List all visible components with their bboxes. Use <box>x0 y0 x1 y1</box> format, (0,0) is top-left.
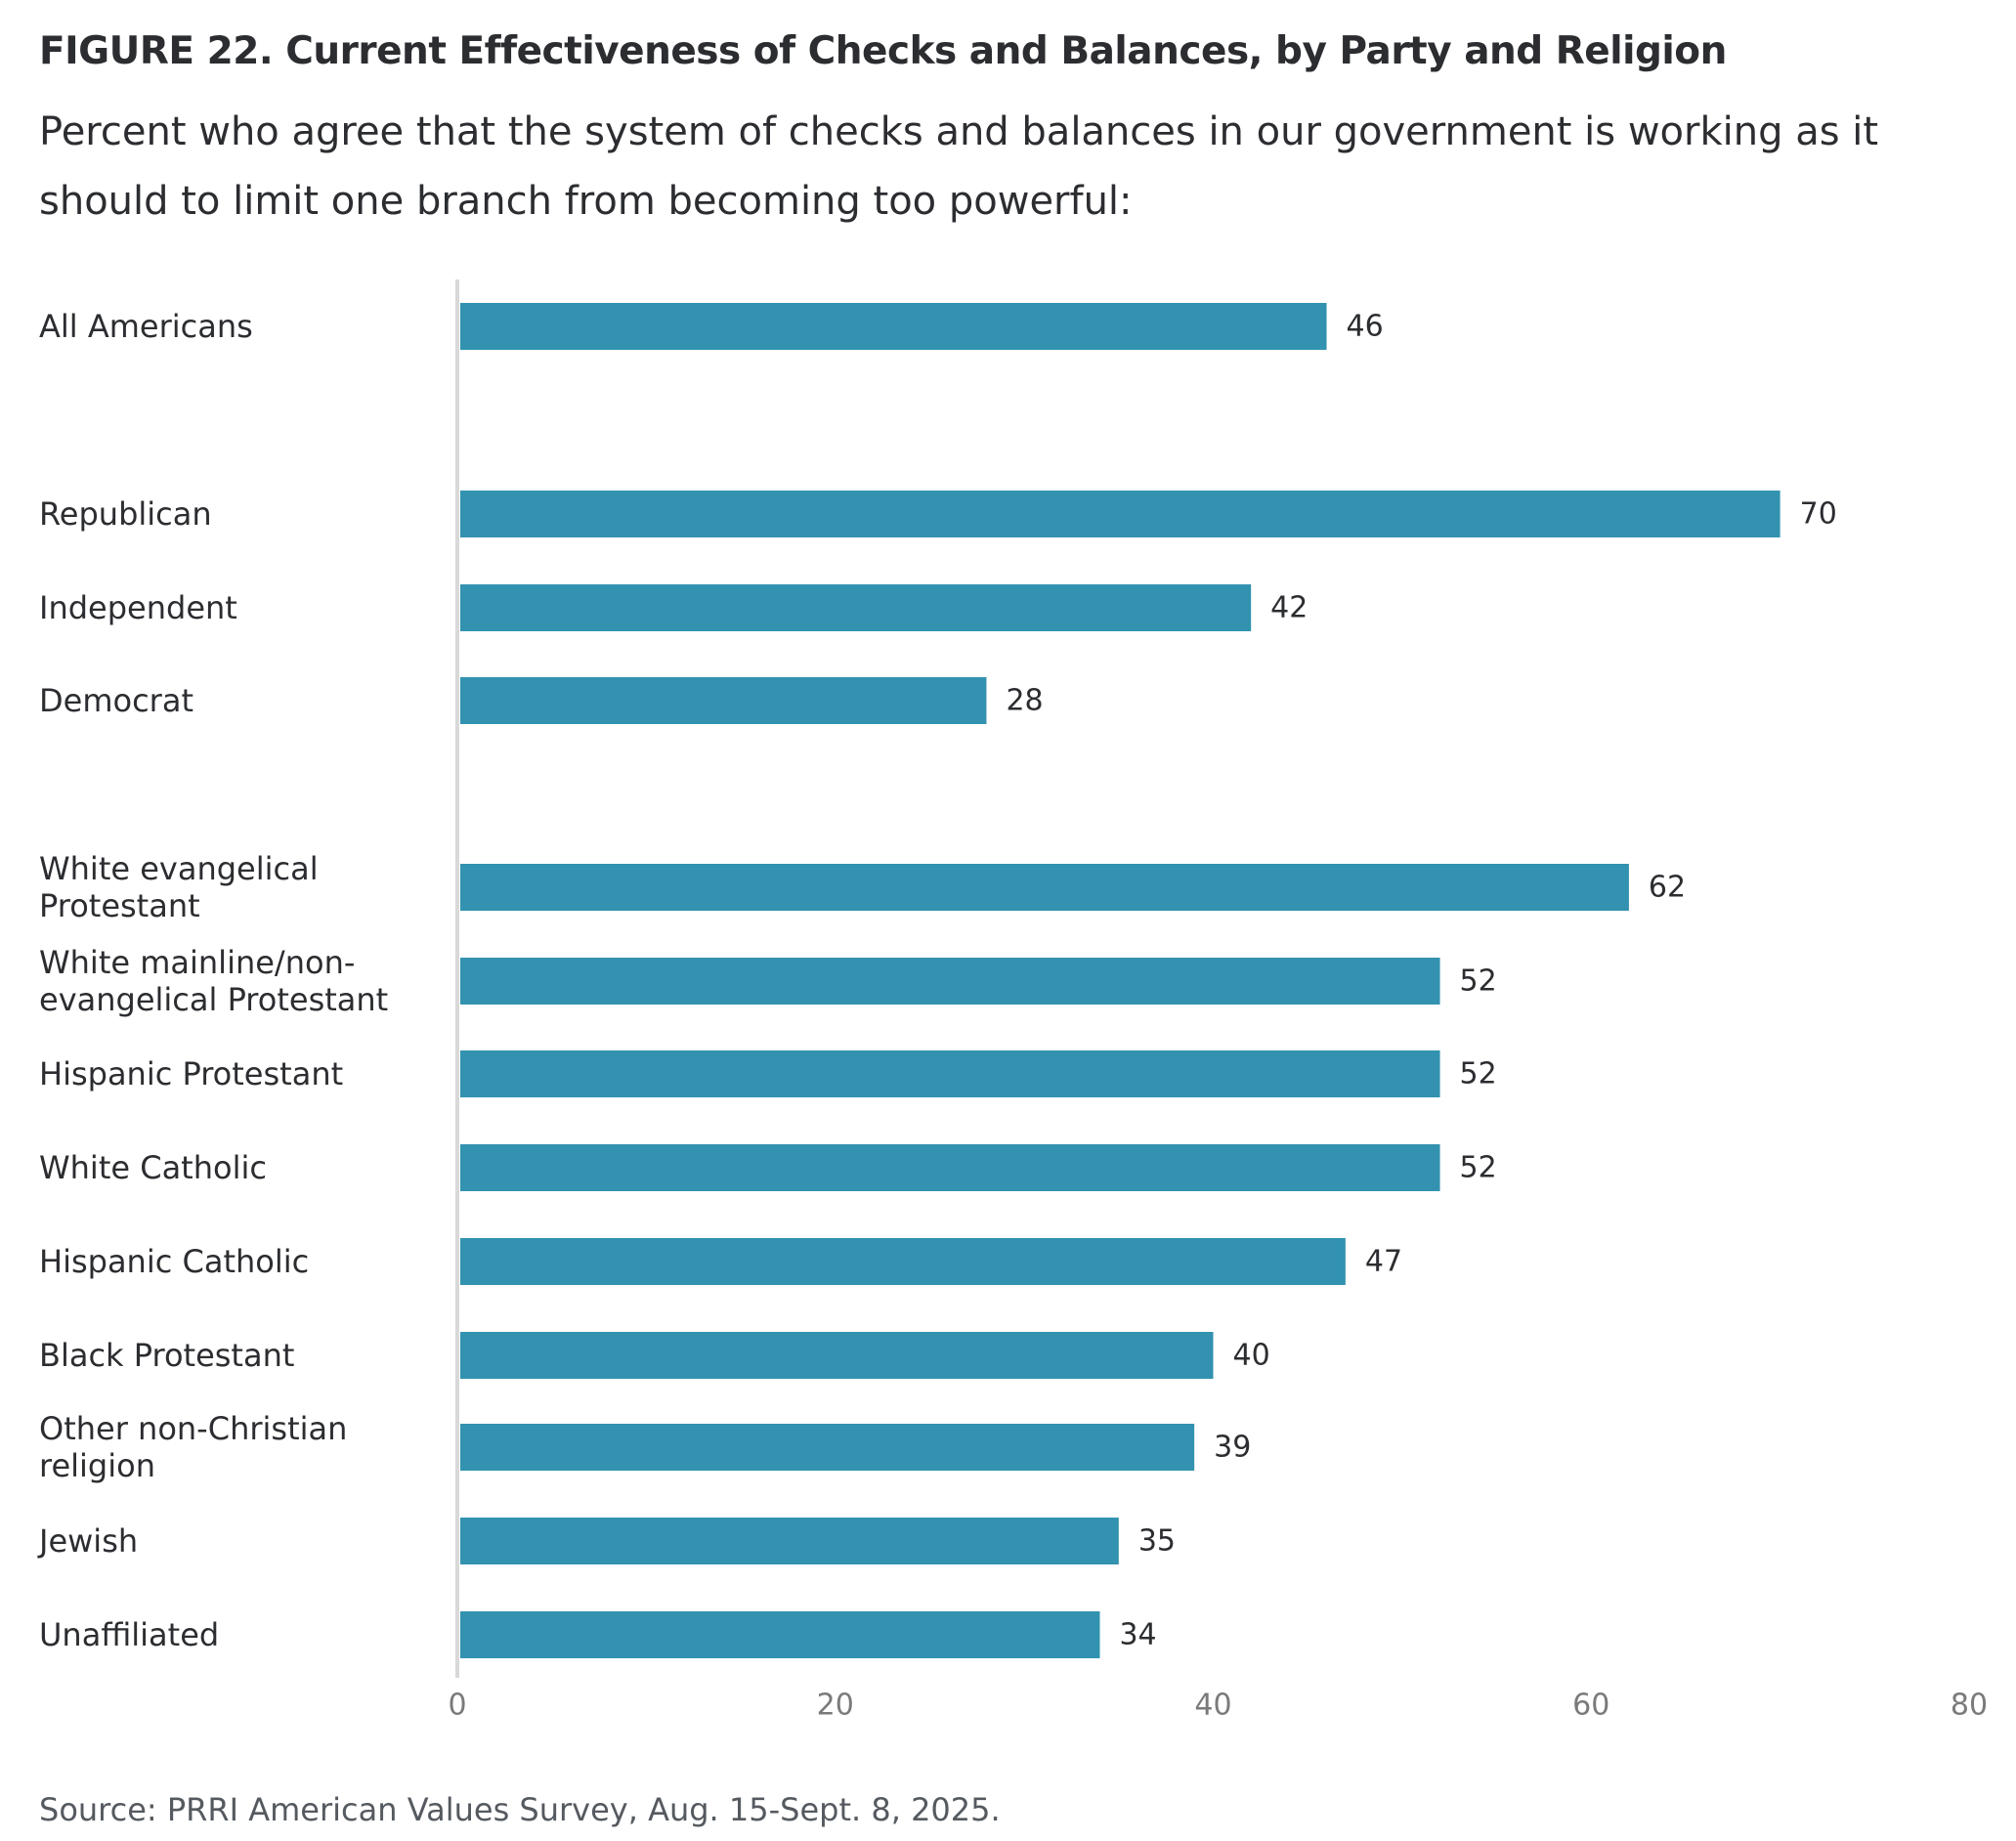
data-label: 52 <box>1460 964 1497 999</box>
category-label: Unaffiliated <box>39 1616 219 1653</box>
category-label: Hispanic Protestant <box>39 1055 343 1092</box>
data-label: 39 <box>1214 1431 1251 1465</box>
data-label: 46 <box>1347 310 1384 344</box>
data-label: 35 <box>1138 1524 1176 1559</box>
x-axis-ticks: 0 20 40 60 80 <box>448 1689 1988 1723</box>
bar <box>460 1144 1440 1191</box>
x-tick-label: 40 <box>1194 1689 1231 1723</box>
bar <box>460 958 1440 1005</box>
category-label: Black Protestant <box>39 1337 294 1374</box>
data-label: 47 <box>1365 1245 1402 1279</box>
category-label: Republican <box>39 495 212 533</box>
bar <box>460 1050 1440 1097</box>
data-label: 52 <box>1460 1151 1497 1185</box>
category-labels: All Americans Republican Independent Democr… <box>37 308 388 1653</box>
chart-subtitle: Percent who agree that the system of che… <box>39 109 1879 224</box>
data-label: 42 <box>1270 591 1308 625</box>
category-label: Independent <box>39 589 237 626</box>
bar <box>460 303 1327 350</box>
category-label: White Catholic <box>39 1149 267 1186</box>
bar <box>460 584 1252 631</box>
chart-title: FIGURE 22. Current Effectiveness of Chec… <box>39 29 1727 73</box>
x-tick-label: 0 <box>448 1689 466 1723</box>
source-note: Source: PRRI American Values Survey, Aug… <box>39 1791 1001 1828</box>
bar <box>460 1424 1195 1471</box>
value-labels: 46 70 42 28 62 52 52 52 47 40 39 35 34 <box>1006 310 1836 1652</box>
bar <box>460 1238 1346 1285</box>
category-label: White mainline/non-evangelical Protestan… <box>39 944 388 1018</box>
category-label: Other non-Christian religion <box>39 1410 347 1484</box>
data-label: 40 <box>1233 1339 1270 1373</box>
bar <box>460 491 1780 537</box>
data-label: 34 <box>1119 1618 1156 1652</box>
bar <box>460 1611 1100 1658</box>
category-label: Jewish <box>37 1522 138 1560</box>
x-tick-label: 60 <box>1572 1689 1609 1723</box>
x-tick-label: 20 <box>817 1689 854 1723</box>
x-tick-label: 80 <box>1951 1689 1988 1723</box>
data-label: 28 <box>1006 684 1043 718</box>
category-label: Democrat <box>39 682 193 719</box>
data-label: 52 <box>1460 1057 1497 1092</box>
category-label: All Americans <box>39 308 253 345</box>
category-label: White evangelical Protestant <box>39 850 319 924</box>
bar <box>460 677 987 724</box>
bars <box>460 303 1780 1658</box>
category-label: Hispanic Catholic <box>39 1243 309 1280</box>
bar <box>460 1332 1214 1379</box>
data-label: 62 <box>1649 871 1686 905</box>
bar <box>460 864 1629 911</box>
data-label: 70 <box>1800 497 1837 532</box>
bar <box>460 1518 1119 1564</box>
